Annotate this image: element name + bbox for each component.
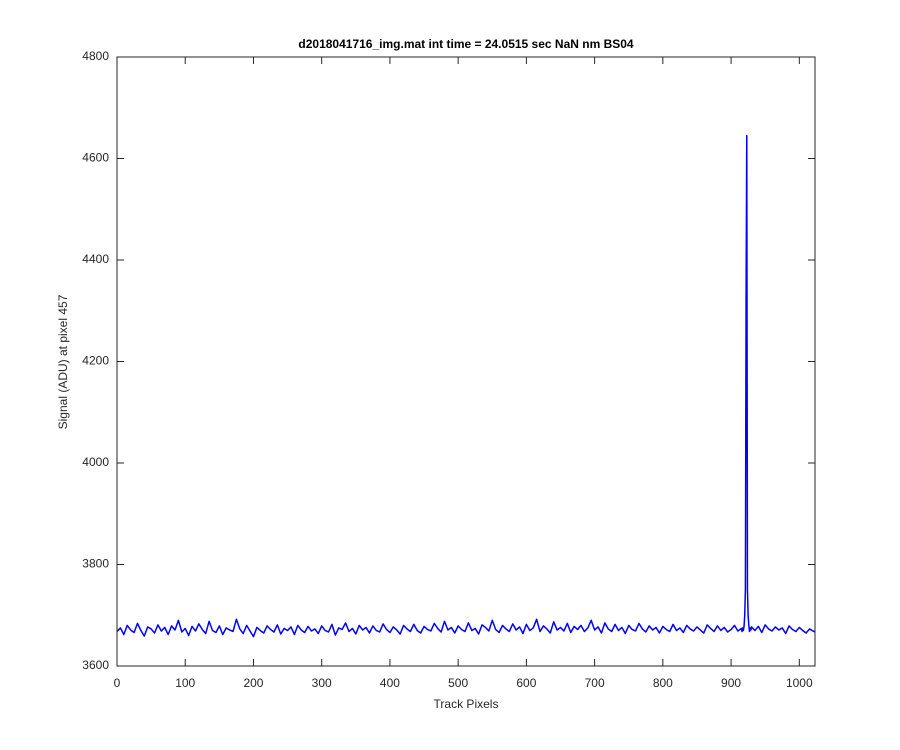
y-tick-label: 3800 <box>82 557 109 571</box>
x-tick-label: 700 <box>585 676 605 690</box>
y-tick-label: 4600 <box>82 151 109 165</box>
y-axis-label: Signal (ADU) at pixel 457 <box>56 294 70 429</box>
x-tick-label: 500 <box>448 676 468 690</box>
x-tick-label: 0 <box>114 676 121 690</box>
y-tick-label: 4000 <box>82 455 109 469</box>
x-tick-label: 300 <box>312 676 332 690</box>
x-tick-label: 800 <box>653 676 673 690</box>
x-tick-label: 400 <box>380 676 400 690</box>
data-line <box>116 134 816 638</box>
y-tick-label: 4400 <box>82 252 109 266</box>
x-tick-label: 100 <box>175 676 195 690</box>
x-tick-label: 1000 <box>786 676 813 690</box>
x-tick-label: 600 <box>516 676 536 690</box>
y-tick-label: 4200 <box>82 354 109 368</box>
x-tick-label: 200 <box>243 676 263 690</box>
chart-title: d2018041716_img.mat int time = 24.0515 s… <box>298 37 634 51</box>
x-axis-label: Track Pixels <box>434 697 499 711</box>
y-tick-label: 4800 <box>82 49 109 63</box>
y-tick-label: 3600 <box>82 658 109 672</box>
x-tick-label: 900 <box>721 676 741 690</box>
